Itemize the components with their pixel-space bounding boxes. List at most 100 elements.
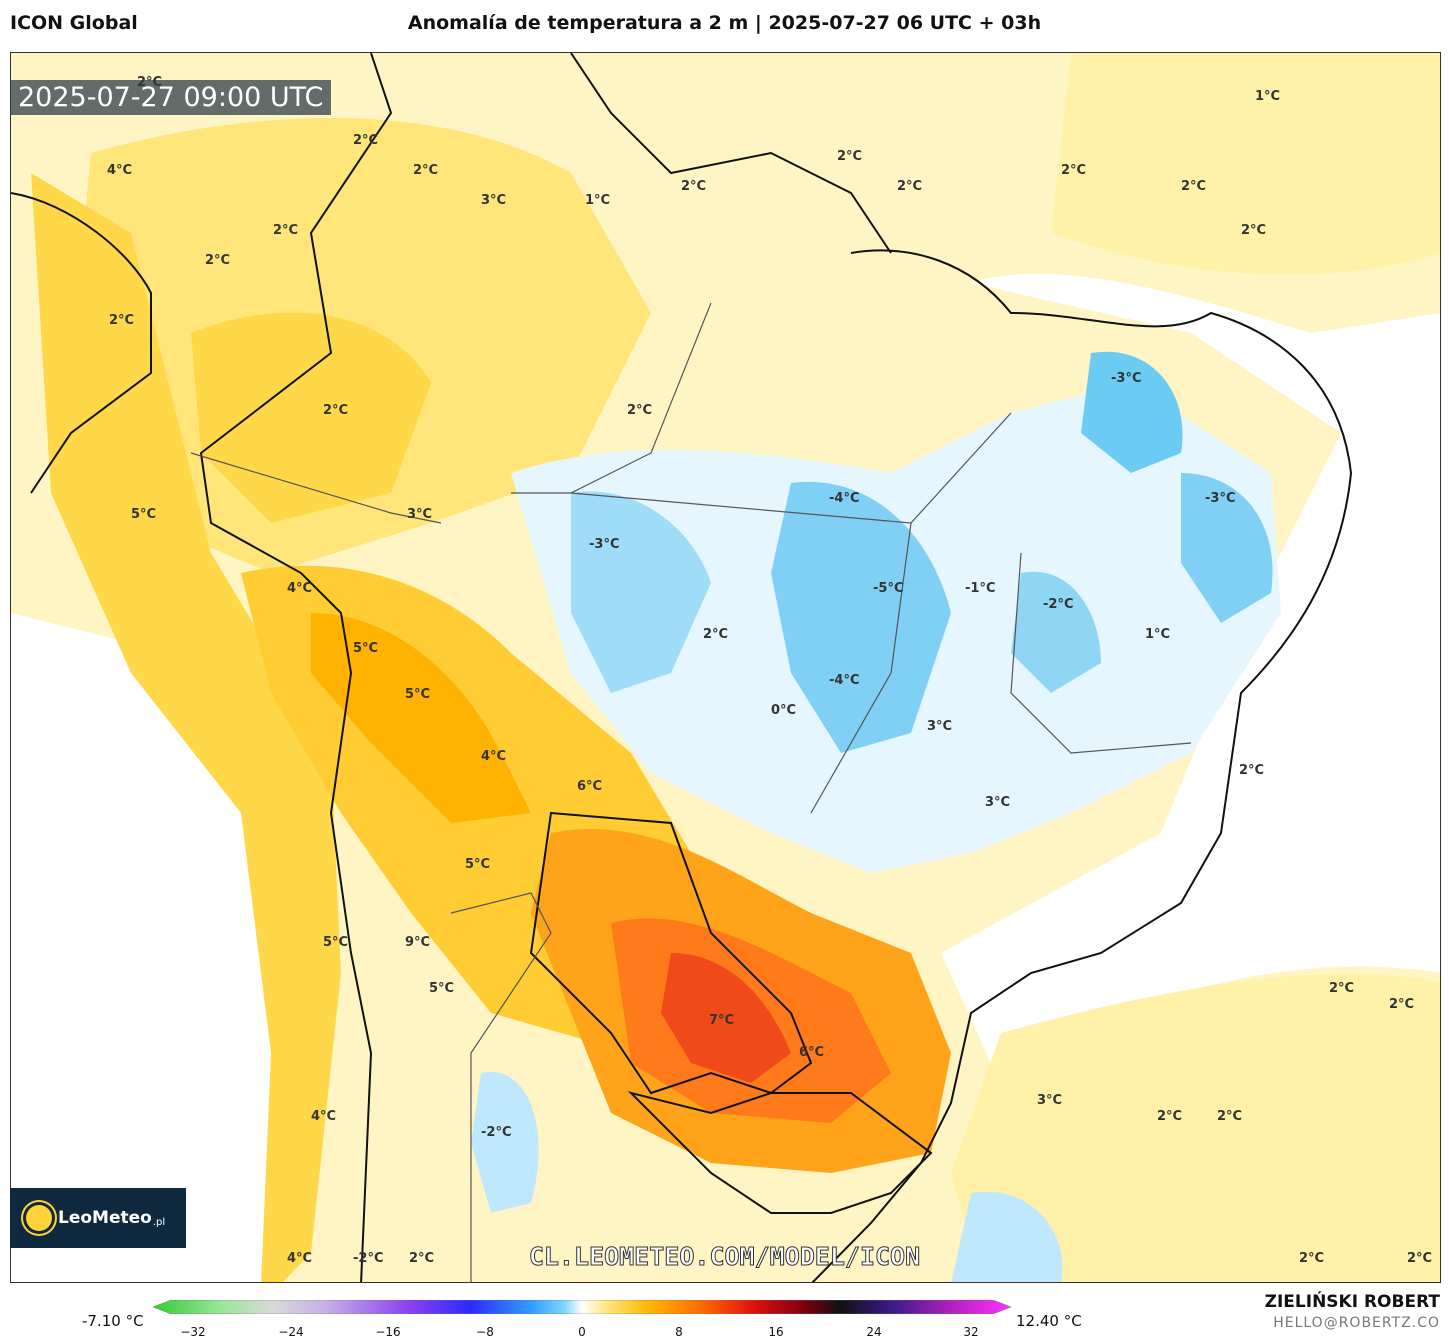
northwest-border-line: [11, 192, 152, 494]
atlantic-neutral-area: [941, 273, 1440, 1063]
anomaly-label: 6°C: [799, 1045, 825, 1060]
anomaly-label: 5°C: [429, 981, 455, 996]
anomaly-label: 2°C: [1061, 163, 1087, 178]
anomaly-label: 3°C: [985, 795, 1011, 810]
author-email[interactable]: HELLO@ROBERTZ.CO: [1273, 1315, 1440, 1331]
anomaly-label: 2°C: [1217, 1109, 1243, 1124]
colorbar-tick: −32: [180, 1325, 206, 1339]
sun-icon: [26, 1205, 52, 1231]
anomaly-label: 2°C: [353, 133, 379, 148]
anomaly-label: 2°C: [323, 403, 349, 418]
anomaly-label: 2°C: [1157, 1109, 1183, 1124]
colorbar-tick: −24: [278, 1325, 304, 1339]
colorbar-max-label: 12.40 °C: [1016, 1312, 1082, 1330]
anomaly-label: 2°C: [1241, 223, 1267, 238]
bolivia-warm-core: [311, 613, 531, 823]
anomaly-label: -2°C: [1043, 597, 1074, 612]
anomaly-label: 1°C: [585, 193, 611, 208]
anomaly-label: -2°C: [353, 1251, 384, 1266]
anomaly-label: 2°C: [627, 403, 653, 418]
colorbar-tick: 32: [963, 1325, 979, 1339]
colorbar-tick: 0: [578, 1325, 586, 1339]
anomaly-label: -4°C: [829, 673, 860, 688]
anomaly-label: 0°C: [771, 703, 797, 718]
colorbar-tick: −16: [375, 1325, 401, 1339]
state-border-5: [190, 452, 442, 524]
anomaly-label: 5°C: [405, 687, 431, 702]
anomaly-label: -3°C: [1205, 491, 1236, 506]
model-name: ICON Global: [10, 12, 138, 34]
anomaly-label: 2°C: [1389, 997, 1415, 1012]
anomaly-label: -3°C: [1111, 371, 1142, 386]
brazil-coastline: [811, 249, 1353, 1282]
anomaly-label: 2°C: [109, 313, 135, 328]
valid-time-badge: 2025-07-27 09:00 UTC: [10, 80, 332, 115]
colorbar-tick: −8: [476, 1325, 494, 1339]
goias-cold-area: [771, 481, 951, 753]
anomaly-label: 2°C: [897, 179, 923, 194]
anomaly-label: 2°C: [273, 223, 299, 238]
colorbar-min-label: -7.10 °C: [82, 1312, 144, 1330]
anomaly-label: 3°C: [927, 719, 953, 734]
anomaly-label: 9°C: [405, 935, 431, 950]
map-title: Anomalía de temperatura a 2 m | 2025-07-…: [407, 12, 1042, 34]
colorbar: [153, 1300, 1011, 1314]
anomaly-label: 3°C: [1037, 1093, 1063, 1108]
colorbar-gradient: [153, 1300, 1011, 1314]
watermark-url: CL.LEOMETEO.COM/MODEL/ICON: [528, 1242, 921, 1272]
colorbar-tick: 24: [866, 1325, 882, 1339]
anomaly-label: 4°C: [107, 163, 133, 178]
northeast-cold-area: [1081, 351, 1183, 473]
anomaly-label: -3°C: [589, 537, 620, 552]
author-name: ZIELIŃSKI ROBERT: [1264, 1292, 1440, 1312]
leometeo-logo: LeoMeteo .pl: [10, 1188, 186, 1248]
andes-warm-band: [31, 173, 341, 1282]
anomaly-label: 2°C: [703, 627, 729, 642]
anomaly-label: -5°C: [873, 581, 904, 596]
anomaly-label: 4°C: [287, 581, 313, 596]
anomaly-label: 4°C: [481, 749, 507, 764]
mato-grosso-cold-area: [571, 491, 711, 693]
northern-border-line: [570, 53, 892, 254]
anomaly-label: 1°C: [1255, 89, 1281, 104]
anomaly-label: 2°C: [1407, 1251, 1433, 1266]
anomaly-label: -1°C: [965, 581, 996, 596]
logo-text: LeoMeteo: [58, 1208, 152, 1228]
anomaly-label: 2°C: [409, 1251, 435, 1266]
anomaly-label: -2°C: [481, 1125, 512, 1140]
anomaly-label: 2°C: [1299, 1251, 1325, 1266]
anomaly-label: 5°C: [465, 857, 491, 872]
anomaly-label: 2°C: [1239, 763, 1265, 778]
state-border-1: [511, 302, 712, 494]
anomaly-label: 2°C: [413, 163, 439, 178]
anomaly-label: 2°C: [837, 149, 863, 164]
map-canvas: [11, 53, 1440, 1282]
uruguay-cool-spot: [951, 1191, 1063, 1282]
anomaly-label: 1°C: [1145, 627, 1171, 642]
bahia-cold-area: [1181, 473, 1273, 623]
anomaly-label: 2°C: [205, 253, 231, 268]
state-border-3: [810, 522, 912, 814]
argentina-cool-spot: [471, 1072, 539, 1213]
temperature-anomaly-map: 2°C 4°C 2°C 2°C 2°C 3°C 1°C 2°C 2°C 2°C …: [10, 52, 1441, 1283]
anomaly-label: 5°C: [353, 641, 379, 656]
logo-suffix: .pl: [152, 1216, 166, 1228]
anomaly-label: 2°C: [1329, 981, 1355, 996]
anomaly-label: -4°C: [829, 491, 860, 506]
anomaly-label: 7°C: [709, 1013, 735, 1028]
state-border-4: [1010, 552, 1192, 754]
argentina-internal-border: [450, 892, 552, 1282]
anomaly-label: 5°C: [131, 507, 157, 522]
anomaly-label: 3°C: [407, 507, 433, 522]
anomaly-label: 2°C: [681, 179, 707, 194]
minas-cold-area: [1011, 571, 1101, 693]
anomaly-label: 4°C: [287, 1251, 313, 1266]
western-border-line: [199, 53, 393, 1282]
north-atlantic-warm-area: [1051, 53, 1440, 275]
anomaly-label: 6°C: [577, 779, 603, 794]
anomaly-label: 2°C: [1181, 179, 1207, 194]
anomaly-label: 4°C: [311, 1109, 337, 1124]
anomaly-label: 3°C: [481, 193, 507, 208]
colorbar-tick: 16: [768, 1325, 784, 1339]
south-atlantic-warm-area: [951, 973, 1440, 1282]
